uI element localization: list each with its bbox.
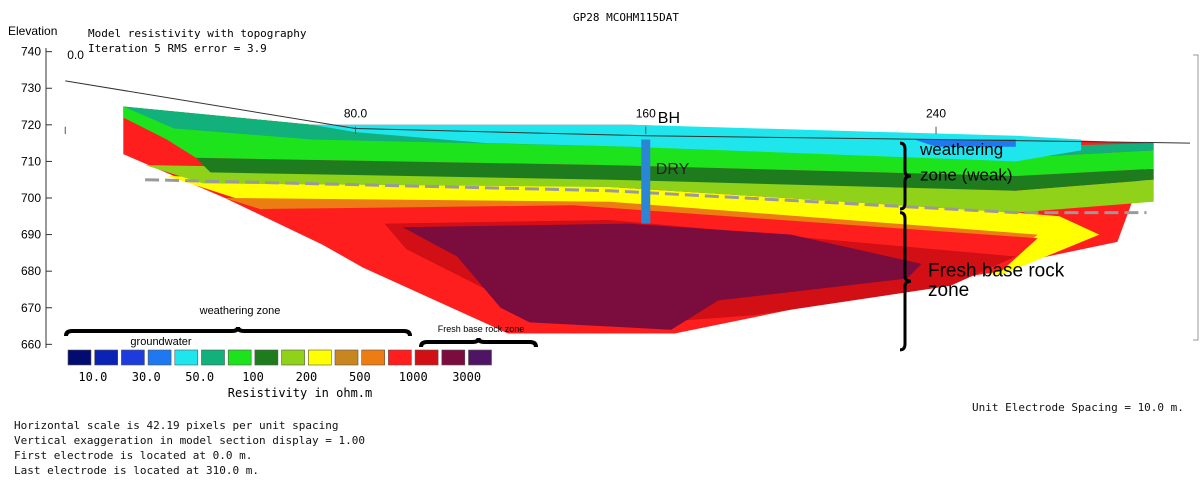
elevation-tick-label: 730 <box>21 81 41 95</box>
legend-tick-label: 3000 <box>452 370 481 384</box>
legend-swatch-12 <box>361 349 386 366</box>
elevation-axis-label: Elevation <box>8 24 57 38</box>
legend-swatch-3 <box>121 349 145 366</box>
weathering-zone-bracket <box>64 326 412 337</box>
frame-edge <box>1193 54 1199 341</box>
elevation-tick-label: 670 <box>21 301 41 315</box>
section-lines <box>65 80 1191 215</box>
electrode-spacing-note: Unit Electrode Spacing = 10.0 m. <box>972 401 1184 414</box>
legend-group-groundwater: groundwater <box>130 336 191 348</box>
legend-swatch-1 <box>67 349 92 366</box>
legend-tick-label: 50.0 <box>185 370 214 384</box>
fresh-rock-zone-label: zone <box>928 280 969 301</box>
legend-swatch-9 <box>281 349 305 366</box>
fresh-rock-bracket <box>899 211 912 352</box>
fresh-rock-label: Fresh base rock <box>928 261 1065 282</box>
dry-label: DRY <box>656 161 690 178</box>
legend-tick-label: 10.0 <box>78 370 107 384</box>
distance-axis: 0.0 80.0 160 240 <box>64 48 946 134</box>
legend-swatch-4 <box>147 349 172 366</box>
iteration-line: Iteration 5 RMS error = 3.9 <box>88 42 267 55</box>
legend-group-weathering: weathering zone <box>199 305 281 317</box>
legend-swatch-7 <box>227 349 252 366</box>
resistivity-legend: 10.0 30.0 50.0 100 200 500 1000 3000 Resistivity… <box>64 305 538 400</box>
annotations: BH DRY weathering zone (weak) Fresh base roc… <box>641 110 1065 352</box>
resistivity-zone-10 <box>312 124 1082 162</box>
legend-swatch-8 <box>254 349 279 366</box>
legend-swatch-5 <box>174 349 199 366</box>
legend-swatch-10 <box>307 349 332 366</box>
elevation-tick-label: 740 <box>21 45 41 59</box>
resistivity-zones <box>123 106 1154 334</box>
weathering-weak-label: zone (weak) <box>920 165 1013 184</box>
legend-tick-label: 1000 <box>399 370 428 384</box>
legend-swatch-6 <box>201 349 225 366</box>
distance-tick-label: 240 <box>926 107 946 121</box>
legend-swatch-15 <box>441 349 466 366</box>
legend-tick-label: 30.0 <box>132 370 161 384</box>
elevation-tick-label: 680 <box>21 264 41 278</box>
footer-line-4: Last electrode is located at 310.0 m. <box>14 464 260 477</box>
footer-line-3: First electrode is located at 0.0 m. <box>14 449 253 462</box>
legend-swatch-11 <box>334 349 359 366</box>
water-table-line <box>145 178 1147 215</box>
distance-tick-label: 80.0 <box>344 107 368 121</box>
footer-line-1: Horizontal scale is 42.19 pixels per uni… <box>14 419 339 432</box>
weathering-label: weathering <box>919 140 1003 159</box>
model-title: Model resistivity with topography <box>88 27 307 40</box>
footer-line-2: Vertical exaggeration in model section d… <box>14 434 365 447</box>
distance-tick-label: 0.0 <box>67 48 84 62</box>
borehole-label: BH <box>658 110 680 127</box>
legend-group-fresh-rock: Fresh base rock zone <box>438 324 525 334</box>
legend-swatch-13 <box>388 349 412 366</box>
elevation-tick-label: 710 <box>21 154 41 168</box>
elevation-tick-label: 690 <box>21 228 41 242</box>
legend-tick-label: 500 <box>349 370 371 384</box>
legend-swatch-14 <box>414 349 439 366</box>
legend-swatch-2 <box>94 349 118 366</box>
distance-tick-label: 160 <box>636 107 656 121</box>
legend-tick-label: 100 <box>242 370 264 384</box>
weathering-bracket <box>899 141 912 211</box>
resistivity-zone-8 <box>123 106 1154 176</box>
elevation-tick-label: 660 <box>21 337 41 351</box>
resistivity-zone-11 <box>914 139 1016 147</box>
elevation-axis: 740 730 720 710 700 690 680 670 660 <box>21 45 52 351</box>
fresh-rock-zone-bracket <box>419 337 538 348</box>
legend-swatch-16 <box>468 349 492 366</box>
resistivity-zone-5 <box>402 223 922 330</box>
legend-label: Resistivity in ohm.m <box>228 386 373 400</box>
elevation-tick-label: 700 <box>21 191 41 205</box>
topography-line <box>65 80 1191 144</box>
file-title: GP28 MCOHM115DAT <box>573 11 679 24</box>
elevation-tick-label: 720 <box>21 118 41 132</box>
legend-tick-label: 200 <box>296 370 318 384</box>
resistivity-zone-7 <box>195 157 1154 191</box>
